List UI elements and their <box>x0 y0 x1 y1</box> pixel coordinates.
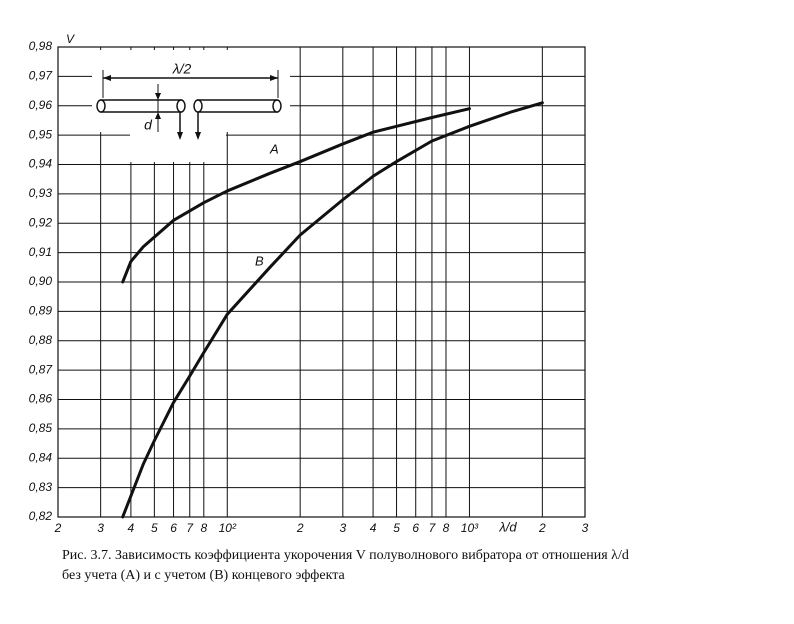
y-tick-label: 0,94 <box>29 157 53 171</box>
dipole-arm <box>100 99 182 113</box>
inset-background <box>130 130 226 162</box>
y-tick-label: 0,91 <box>29 245 52 259</box>
curves <box>121 101 544 519</box>
y-tick-label: 0,96 <box>29 98 53 112</box>
curve-label: A <box>269 141 279 156</box>
y-tick-label: 0,88 <box>29 333 53 347</box>
annotation: λ/2 <box>172 61 192 77</box>
x-tick-label: 6 <box>412 521 419 535</box>
dipole-arm <box>197 99 278 113</box>
curve <box>121 107 471 284</box>
y-tick-label: 0,87 <box>29 362 54 376</box>
feed-arrow <box>177 132 201 140</box>
diameter-arrow <box>155 93 161 119</box>
dipole-end <box>96 99 106 113</box>
y-tick-label: 0,86 <box>29 392 53 406</box>
x-axis-label: λ/d <box>498 519 517 534</box>
y-tick-label: 0,98 <box>29 39 53 53</box>
y-tick-label: 0,89 <box>29 304 53 318</box>
curve <box>121 101 544 519</box>
dipole-end <box>176 99 186 113</box>
x-tick-label: 6 <box>170 521 177 535</box>
y-tick-label: 0,93 <box>29 186 53 200</box>
x-tick-label: 4 <box>370 521 377 535</box>
x-tick-label: 3 <box>97 521 104 535</box>
x-tick-label: 5 <box>151 521 158 535</box>
x-tick-label: 2 <box>54 521 62 535</box>
y-tick-label: 0,95 <box>29 127 53 141</box>
x-tick-label: 8 <box>200 521 207 535</box>
y-axis-label: V <box>66 32 75 46</box>
dipole-end <box>193 99 203 113</box>
annotation: d <box>144 117 153 133</box>
x-tick-label: 8 <box>443 521 450 535</box>
y-tick-label: 0,84 <box>29 450 53 464</box>
y-tick-label: 0,85 <box>29 421 53 435</box>
x-tick-label: 3 <box>339 521 346 535</box>
x-tick-label: 7 <box>429 521 437 535</box>
x-tick-label: 5 <box>393 521 400 535</box>
x-tick-label: 2 <box>538 521 546 535</box>
x-tick-label: 4 <box>128 521 135 535</box>
y-tick-label: 0,97 <box>29 69 54 83</box>
caption: Рис. 3.7. Зависимость коэффициента укоро… <box>62 548 629 563</box>
dipole-end <box>272 99 282 113</box>
y-tick-label: 0,82 <box>29 509 53 523</box>
x-tick-label: 10² <box>219 521 237 535</box>
caption: без учета (A) и с учетом (B) концевого э… <box>62 568 346 583</box>
x-tick-label: 7 <box>186 521 194 535</box>
x-tick-label: 2 <box>296 521 304 535</box>
y-tick-label: 0,92 <box>29 215 53 229</box>
y-tick-label: 0,83 <box>29 480 53 494</box>
x-tick-label: 10³ <box>461 521 479 535</box>
curve-label: B <box>255 253 264 268</box>
x-tick-label: 3 <box>582 521 589 535</box>
inset-diagram: λ/2 d <box>92 50 290 162</box>
y-tick-label: 0,90 <box>29 274 53 288</box>
inset-background <box>92 50 290 132</box>
